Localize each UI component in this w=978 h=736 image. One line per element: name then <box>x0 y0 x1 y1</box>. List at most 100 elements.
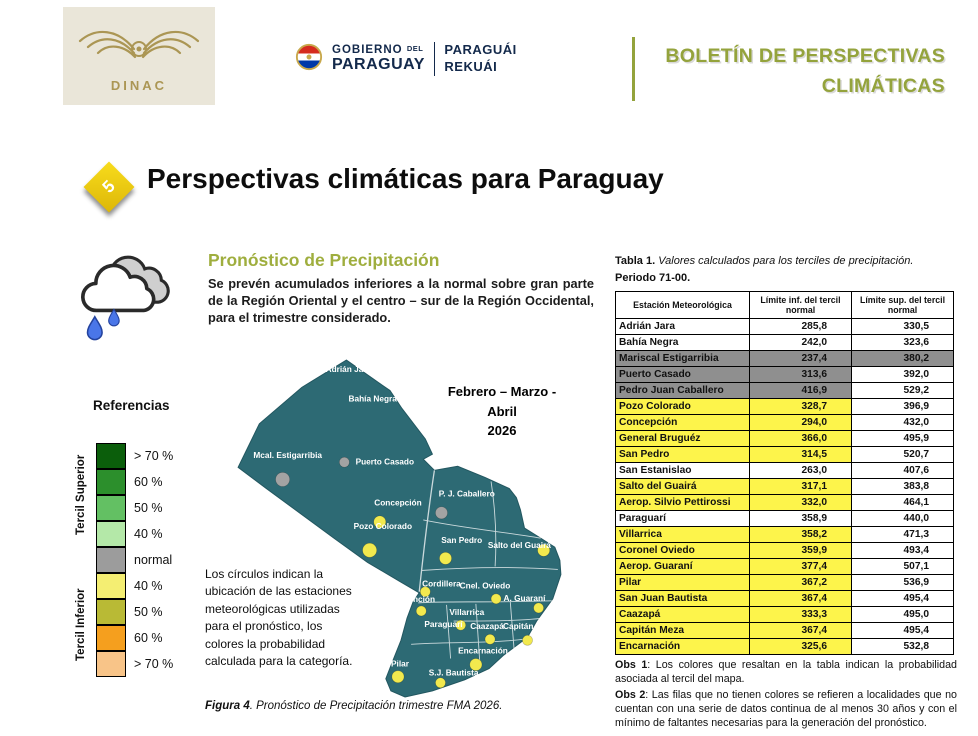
forecast-period-year: 2026 <box>487 423 517 438</box>
station-cell: Pozo Colorado <box>615 398 750 416</box>
bulletin-title: BOLETÍN DE PERSPECTIVAS CLIMÁTICAS <box>665 41 945 101</box>
limit-sup-cell: 495,4 <box>851 590 954 608</box>
table-row: Caazapá 333,3 495,0 <box>615 606 954 624</box>
limit-sup-cell: 464,1 <box>851 494 954 512</box>
limit-sup-cell: 532,8 <box>851 638 954 656</box>
station-label: Paraguarí <box>424 619 463 629</box>
station-circle-yellow <box>484 633 496 645</box>
gov-name-guarani: PARAGUÁI REKUÁI <box>444 42 516 76</box>
limit-inf-cell: 242,0 <box>749 334 852 352</box>
limit-inf-cell: 313,6 <box>749 366 852 384</box>
col-header-limit-sup: Límite sup. del tercil normal <box>851 290 954 320</box>
note-obs2: Obs 2: Las filas que no tienen colores s… <box>615 689 957 731</box>
limit-inf-cell: 328,7 <box>749 398 852 416</box>
limit-inf-cell: 263,0 <box>749 462 852 480</box>
table-period-label: Periodo 71-00. <box>615 272 691 285</box>
note-obs1: Obs 1: Los colores que resaltan en la ta… <box>615 659 957 687</box>
station-circle-yellow <box>490 593 502 605</box>
station-label: Mcal. Estigarribia <box>253 450 322 460</box>
station-label: Capitán Meza <box>503 621 556 631</box>
legend-value-label: 40 % <box>134 579 163 593</box>
station-cell: Paraguarí <box>615 510 750 528</box>
legend-swatch <box>96 469 126 495</box>
bulletin-title-line1: BOLETÍN DE PERSPECTIVAS <box>665 45 945 67</box>
table-row: Aerop. Silvio Pettirossi 332,0 464,1 <box>615 494 954 512</box>
station-cell: Coronel Oviedo <box>615 542 750 560</box>
table-row: Adrián Jara 285,8 330,5 <box>615 318 954 336</box>
table-row: Coronel Oviedo 359,9 493,4 <box>615 542 954 560</box>
section-number: 5 <box>98 176 119 197</box>
station-cell: Encarnación <box>615 638 750 656</box>
limit-inf-cell: 359,9 <box>749 542 852 560</box>
table-row: Salto del Guairá 317,1 383,8 <box>615 478 954 496</box>
station-label: Caazapá <box>470 621 504 631</box>
station-circle-gray <box>435 506 448 520</box>
station-cell: Caazapá <box>615 606 750 624</box>
station-label: A. Guaraní <box>504 593 547 603</box>
station-cell: Aerop. Silvio Pettirossi <box>615 494 750 512</box>
legend-upper-tercile-label: Tercil Superior <box>75 454 87 536</box>
legend-swatch <box>96 573 126 599</box>
station-circle-yellow <box>537 543 551 557</box>
station-circle-yellow <box>533 602 544 614</box>
terciles-table: Estación Meteorológica Límite inf. del t… <box>615 290 954 656</box>
limit-inf-cell: 358,2 <box>749 526 852 544</box>
station-circle-yellow <box>391 670 405 684</box>
station-cell: Puerto Casado <box>615 366 750 384</box>
legend-swatch <box>96 443 126 469</box>
col-header-station: Estación Meteorológica <box>615 290 750 320</box>
station-label: S.J. Bautista <box>429 668 479 678</box>
limit-inf-cell: 332,0 <box>749 494 852 512</box>
table-title-number: Tabla 1. <box>615 255 656 267</box>
gov-word-paraguay: PARAGUAY <box>332 56 425 73</box>
station-cell: Bahía Negra <box>615 334 750 352</box>
limit-sup-cell: 396,9 <box>851 398 954 416</box>
legend-value-label: 60 % <box>134 631 163 645</box>
limit-sup-cell: 507,1 <box>851 558 954 576</box>
table-row: Aerop. Guaraní 377,4 507,1 <box>615 558 954 576</box>
legend-value-label: > 70 % <box>134 449 174 463</box>
bulletin-title-line2: CLIMÁTICAS <box>821 75 945 98</box>
limit-inf-cell: 333,3 <box>749 606 852 624</box>
forecast-heading: Pronóstico de Precipitación <box>208 250 440 270</box>
legend-swatch <box>96 521 126 547</box>
station-circle-yellow <box>362 542 378 558</box>
station-circle-yellow <box>435 677 446 689</box>
station-circle-yellow <box>455 619 467 631</box>
bulletin-title-divider <box>632 37 635 101</box>
paraguay-map-svg: Adrián Jara Bahía Negra Mcal. Estigarribia… <box>237 359 562 698</box>
legend-color-scale <box>96 443 126 677</box>
legend-lower-tercile-label: Tercil Inferior <box>75 588 87 662</box>
station-cell: Salto del Guairá <box>615 478 750 496</box>
limit-inf-cell: 317,1 <box>749 478 852 496</box>
station-label: Adrián Jara <box>326 364 372 374</box>
table-row: Concepción 294,0 432,0 <box>615 414 954 432</box>
legend-value-label: 50 % <box>134 501 163 515</box>
station-circle-yellow <box>522 634 533 646</box>
legend-value-label: 60 % <box>134 475 163 489</box>
table-row: San Juan Bautista 367,4 495,4 <box>615 590 954 608</box>
station-cell: Concepción <box>615 414 750 432</box>
table-row: San Estanislao 263,0 407,6 <box>615 462 954 480</box>
limit-sup-cell: 529,2 <box>851 382 954 400</box>
figure-caption: Figura 4. Pronóstico de Precipitación tr… <box>205 700 502 712</box>
station-label: Cnel. Oviedo <box>460 581 511 591</box>
gov-paraguay-logo: GOBIERNO DEL PARAGUAY PARAGUÁI REKUÁI <box>295 42 517 76</box>
station-label: San Pedro <box>441 535 482 545</box>
table-row: Puerto Casado 313,6 392,0 <box>615 366 954 384</box>
limit-inf-cell: 367,4 <box>749 622 852 640</box>
station-label: Pilar <box>391 659 410 669</box>
legend-value-label: 40 % <box>134 527 163 541</box>
station-label: Cordillera <box>422 579 461 589</box>
rain-cloud-icon <box>74 246 178 355</box>
limit-sup-cell: 520,7 <box>851 446 954 464</box>
dinac-logo-text: DINAC <box>110 78 168 93</box>
station-label: Encarnación <box>458 645 508 655</box>
station-cell: San Estanislao <box>615 462 750 480</box>
paraguay-emblem-icon <box>295 43 323 76</box>
dinac-wings-icon <box>74 19 204 76</box>
gov-word-rekuai: REKUÁI <box>444 59 498 74</box>
table-row: Villarrica 358,2 471,3 <box>615 526 954 544</box>
forecast-period: Febrero – Marzo - Abril 2026 <box>434 382 570 441</box>
col-header-limit-inf: Límite inf. del tercil normal <box>749 290 852 320</box>
